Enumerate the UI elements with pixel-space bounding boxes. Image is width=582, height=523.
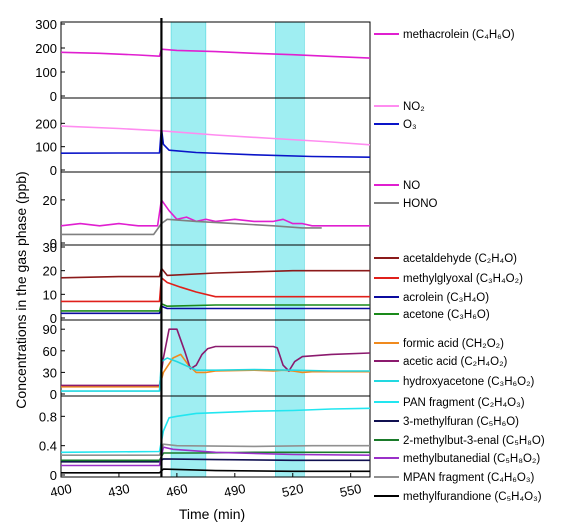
series-line — [61, 353, 370, 388]
legend-entry: NO₂ — [403, 101, 425, 113]
series-line — [60, 267, 370, 279]
y-tick-label: 0.8 — [39, 409, 57, 424]
x-axis-label: Time (min) — [179, 506, 245, 522]
y-tick-label: 100 — [35, 65, 57, 80]
legend-entry: formic acid (CH₂O₂) — [403, 338, 504, 350]
legend-area: methacrolein (C₄H₆O) NO₂ O₃ NO HONO acetaldeh… — [374, 29, 545, 503]
x-tick-label: 550 — [338, 481, 362, 500]
panel-frame — [60, 395, 371, 478]
legend-entry: PAN fragment (C₂H₄O₃) — [403, 397, 525, 409]
y-axis-label: Concentrations in the gas phase (ppb) — [13, 171, 29, 408]
series-line — [61, 303, 370, 312]
series-line — [61, 458, 370, 463]
y-tick-label: 20 — [43, 193, 57, 208]
series-line — [61, 451, 370, 462]
series-line — [61, 328, 371, 387]
legend-entry: methylfurandione (C₅H₄O₃) — [403, 491, 542, 503]
y-tick-label: 0 — [50, 311, 57, 326]
y-tick-label: 0 — [50, 387, 57, 402]
shaded-intervals — [170, 21, 305, 478]
legend-entry: acrolein (C₃H₄O) — [403, 292, 489, 304]
series-line — [61, 218, 322, 236]
y-tick-label: 0 — [50, 163, 57, 178]
y-tick-label: 20 — [43, 264, 57, 279]
panel-4: 0 10 20 30 — [43, 240, 371, 326]
x-tick-label: 430 — [107, 481, 131, 500]
series-line — [60, 48, 371, 59]
y-tick-label: 90 — [43, 322, 57, 337]
series-line — [61, 305, 370, 315]
legend-entry: HONO — [403, 198, 438, 210]
series-line — [61, 446, 371, 467]
series-line — [61, 468, 370, 474]
y-tick-label: 60 — [43, 344, 57, 359]
legend-entry: NO — [403, 180, 420, 192]
x-tick-label: 400 — [49, 481, 73, 500]
legend-entry: acetaldehyde (C₂H₄O) — [403, 253, 517, 265]
legend-entry: acetic acid (C₂H₄O₂) — [403, 356, 508, 368]
series-line — [60, 125, 371, 146]
legend-entry: MPAN fragment (C₄H₆O₃) — [403, 472, 535, 484]
x-tick-label: 490 — [223, 481, 247, 500]
x-tick-label: 520 — [280, 481, 304, 500]
y-tick-label: 30 — [43, 365, 57, 380]
legend-entry: methylbutanedial (C₅H₈O₂) — [403, 453, 540, 465]
shaded-interval-2 — [275, 21, 305, 478]
y-tick-label: 200 — [35, 116, 57, 131]
y-tick-label: 200 — [35, 41, 57, 56]
series-line — [60, 199, 370, 227]
panel-frame — [60, 21, 371, 99]
y-tick-label: 100 — [35, 140, 57, 155]
y-tick-label: 30 — [43, 240, 57, 255]
legend-entry: methacrolein (C₄H₆O) — [403, 29, 515, 41]
y-tick-label: 0 — [50, 89, 57, 104]
legend-entry: 2-methylbut-3-enal (C₅H₈O) — [403, 435, 545, 447]
y-tick-label: 0 — [50, 468, 57, 483]
legend-entry: O₃ — [403, 119, 417, 131]
legend-entry: hydroxyacetone (C₃H₆O₂) — [403, 376, 535, 388]
legend-entry: acetone (C₃H₆O) — [403, 309, 490, 321]
y-tick-label: 300 — [35, 17, 57, 32]
y-tick-label: 10 — [43, 287, 57, 302]
legend-entry: 3-methylfuran (C₅H₆O) — [403, 416, 519, 428]
series-line — [61, 277, 370, 303]
x-tick-label: 460 — [165, 481, 189, 500]
legend-entry: methylglyoxal (C₃H₄O₂) — [403, 273, 523, 285]
shaded-interval-1 — [170, 21, 207, 478]
series-line — [61, 443, 370, 456]
panel-3: 0 20 — [43, 171, 371, 251]
y-tick-label: 0.4 — [39, 439, 57, 454]
y-tick-label: 0 — [50, 236, 57, 251]
series-line — [60, 127, 371, 158]
panel-5: 0 30 60 90 — [43, 319, 371, 402]
chart-panels: 010020030001002000200102030030609000.40.… — [35, 17, 371, 500]
